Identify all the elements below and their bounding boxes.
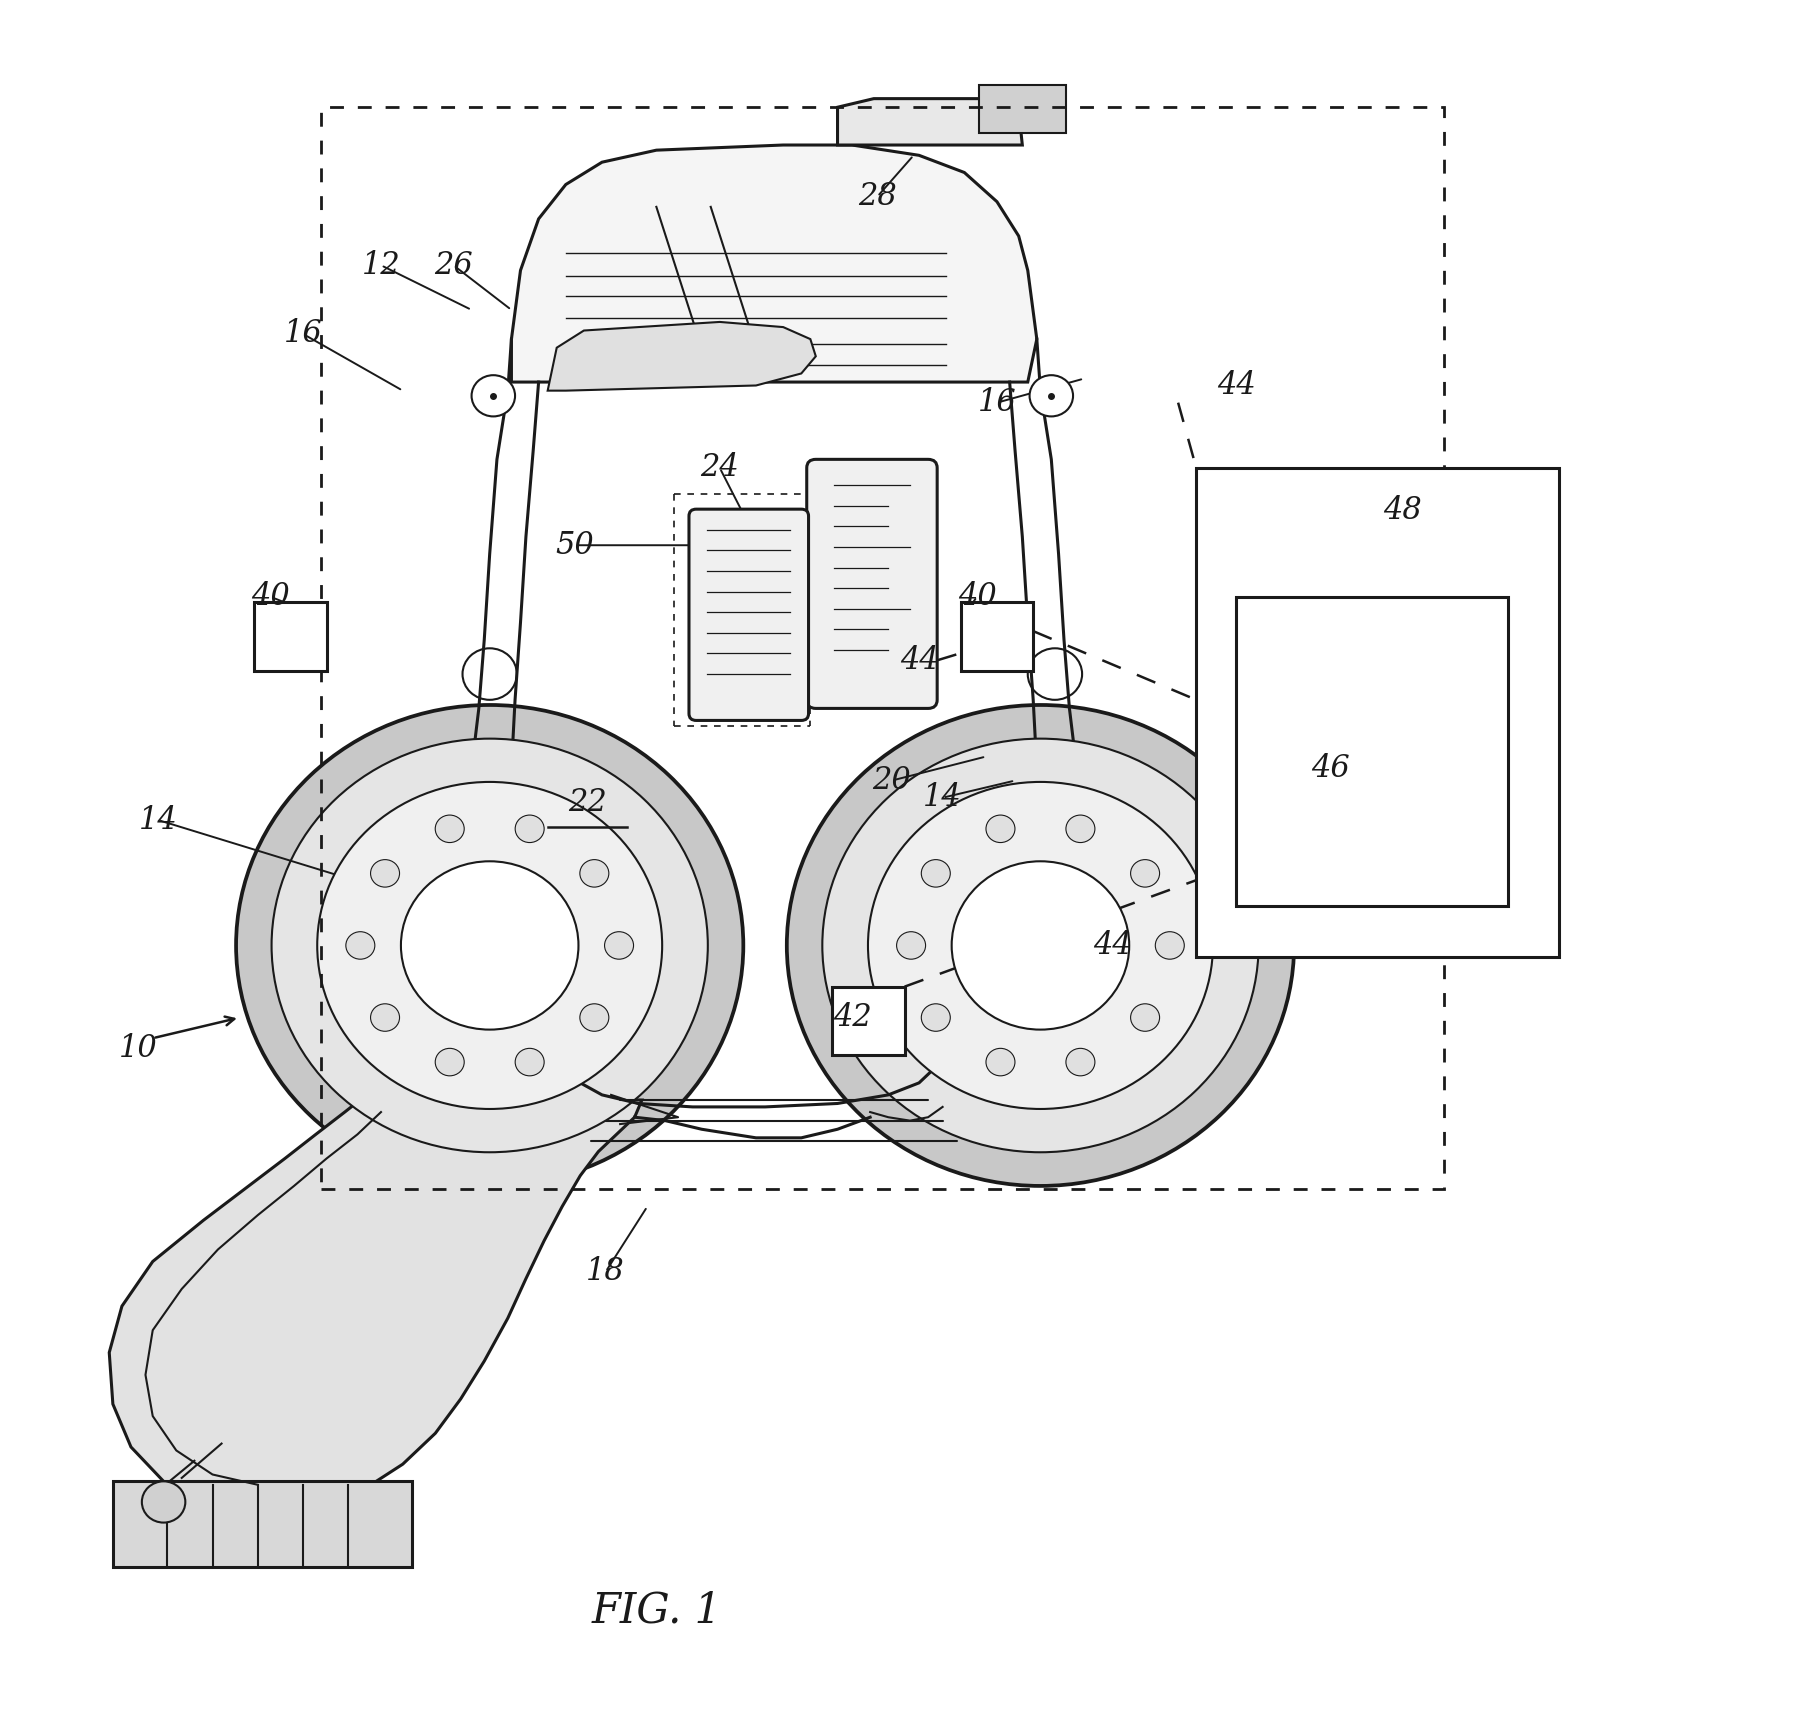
Circle shape xyxy=(435,1048,464,1075)
Bar xyxy=(1236,597,1507,906)
Circle shape xyxy=(515,815,544,842)
Circle shape xyxy=(371,860,400,887)
Circle shape xyxy=(1067,1048,1096,1075)
Circle shape xyxy=(515,1048,544,1075)
Bar xyxy=(979,85,1067,133)
Bar xyxy=(255,602,326,671)
FancyBboxPatch shape xyxy=(806,459,937,708)
Polygon shape xyxy=(453,759,521,915)
Circle shape xyxy=(581,860,610,887)
Polygon shape xyxy=(109,1094,642,1512)
Text: 44: 44 xyxy=(1094,930,1132,961)
Circle shape xyxy=(237,704,743,1186)
Circle shape xyxy=(317,782,662,1110)
Bar xyxy=(961,602,1034,671)
Circle shape xyxy=(400,861,579,1030)
Circle shape xyxy=(471,375,515,416)
Text: 26: 26 xyxy=(435,250,473,281)
Circle shape xyxy=(921,1005,950,1030)
Polygon shape xyxy=(837,98,1023,145)
Circle shape xyxy=(1156,932,1185,960)
Circle shape xyxy=(371,1005,400,1030)
Text: 16: 16 xyxy=(284,319,322,349)
Text: 44: 44 xyxy=(1218,369,1256,400)
Text: 44: 44 xyxy=(899,646,939,677)
Text: 46: 46 xyxy=(1310,753,1350,784)
Circle shape xyxy=(786,704,1294,1186)
Circle shape xyxy=(346,932,375,960)
Bar xyxy=(832,987,905,1055)
Circle shape xyxy=(1130,860,1159,887)
Text: FIG. 1: FIG. 1 xyxy=(592,1590,721,1631)
Circle shape xyxy=(1067,815,1096,842)
Bar xyxy=(113,1481,411,1567)
Text: 50: 50 xyxy=(555,530,593,561)
Circle shape xyxy=(823,739,1259,1153)
Circle shape xyxy=(952,861,1128,1030)
Text: 42: 42 xyxy=(834,1003,872,1034)
Circle shape xyxy=(986,1048,1016,1075)
Circle shape xyxy=(271,739,708,1153)
Circle shape xyxy=(1130,1005,1159,1030)
Polygon shape xyxy=(548,323,815,390)
Text: 18: 18 xyxy=(586,1257,624,1288)
Bar xyxy=(1196,468,1558,958)
Text: 10: 10 xyxy=(118,1032,158,1063)
Text: 14: 14 xyxy=(923,782,963,813)
Text: 40: 40 xyxy=(957,582,996,613)
FancyBboxPatch shape xyxy=(690,509,808,720)
Circle shape xyxy=(921,860,950,887)
Text: 24: 24 xyxy=(701,452,739,483)
Text: 12: 12 xyxy=(362,250,400,281)
Circle shape xyxy=(604,932,633,960)
Text: 16: 16 xyxy=(977,387,1016,418)
Circle shape xyxy=(435,815,464,842)
Circle shape xyxy=(986,815,1016,842)
Bar xyxy=(320,107,1445,1189)
Text: 48: 48 xyxy=(1383,495,1421,526)
Text: 40: 40 xyxy=(251,582,289,613)
Polygon shape xyxy=(511,145,1037,381)
Text: 22: 22 xyxy=(568,787,606,818)
Text: 20: 20 xyxy=(872,765,912,796)
Circle shape xyxy=(1030,375,1074,416)
Circle shape xyxy=(142,1481,186,1522)
Circle shape xyxy=(581,1005,610,1030)
Polygon shape xyxy=(1028,759,1096,915)
Text: 14: 14 xyxy=(138,804,178,835)
Circle shape xyxy=(868,782,1212,1110)
Text: 28: 28 xyxy=(857,181,897,212)
Circle shape xyxy=(897,932,926,960)
